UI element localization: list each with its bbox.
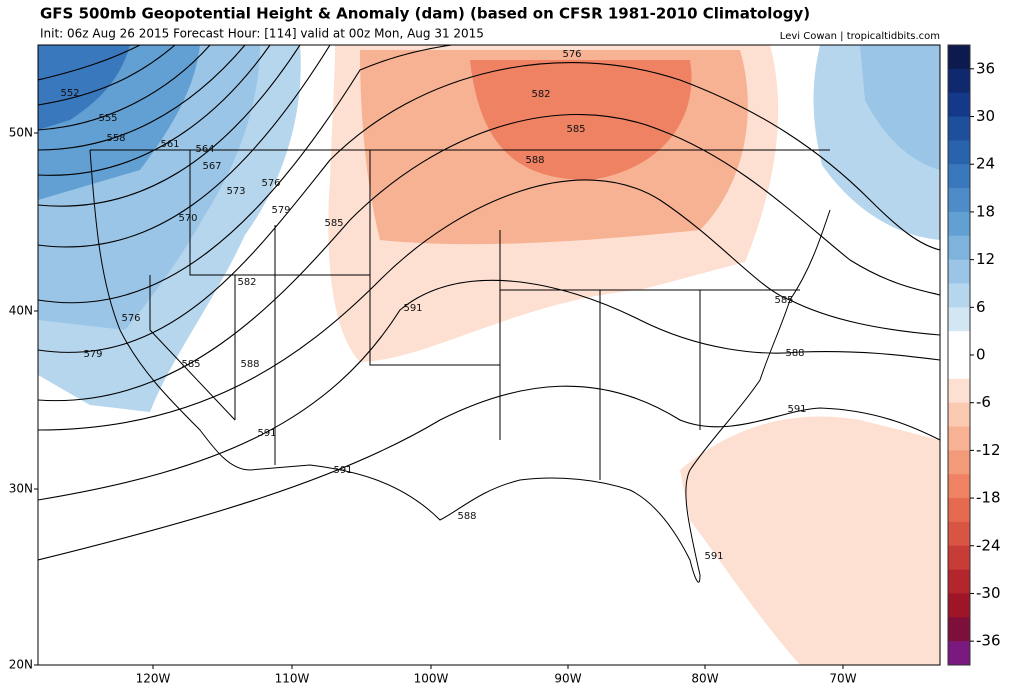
colorbar-label: 36 — [976, 59, 995, 77]
map-frame — [37, 44, 941, 666]
colorbar-label: 18 — [976, 202, 995, 220]
contour-label: 564 — [195, 144, 214, 155]
lon-label: 80W — [691, 672, 718, 686]
colorbar-bin — [948, 45, 970, 70]
colorbar-label: -12 — [976, 441, 1001, 459]
contour-label: 591 — [403, 303, 422, 314]
lon-label: 90W — [554, 672, 581, 686]
colorbar-bin — [948, 545, 970, 571]
contour-label: 582 — [237, 277, 256, 288]
lon-label: 70W — [829, 672, 856, 686]
contour-label: 579 — [83, 349, 102, 360]
colorbar-label: -18 — [976, 489, 1001, 507]
colorbar-bin — [948, 426, 970, 451]
colorbar-label: 6 — [976, 298, 986, 316]
lat-label: 50N — [9, 126, 33, 140]
contour-label: 576 — [261, 178, 280, 189]
colorbar-bin — [948, 331, 970, 356]
colorbar-bin — [948, 474, 970, 499]
colorbar-bin — [948, 402, 970, 428]
colorbar-label: 24 — [976, 155, 995, 173]
colorbar-bin — [948, 617, 970, 642]
contour-label: 558 — [106, 133, 125, 144]
colorbar: 36 30 24 18 12 6 0 -6 -12 -18 -24 -30 -36 — [947, 44, 1001, 666]
colorbar-bin — [948, 355, 970, 380]
contour-label: 576 — [562, 49, 581, 60]
colorbar-bin — [948, 569, 970, 594]
colorbar-bin — [948, 498, 970, 523]
credit: Levi Cowan | tropicaltidbits.com — [780, 31, 940, 42]
subtitle: Init: 06z Aug 26 2015 Forecast Hour: [11… — [40, 27, 484, 41]
contour-label: 585 — [566, 124, 585, 135]
colorbar-label: 0 — [976, 346, 986, 364]
lat-label: 30N — [9, 482, 33, 496]
lon-label: 110W — [275, 672, 310, 686]
contour-label: 561 — [160, 139, 179, 150]
contour-label: 588 — [240, 359, 259, 370]
contour-label: 585 — [181, 359, 200, 370]
colorbar-bin — [948, 140, 970, 165]
colorbar-bin — [948, 593, 970, 618]
contour-label: 585 — [774, 295, 793, 306]
contour-label: 588 — [785, 348, 804, 359]
colorbar-label: -6 — [976, 393, 991, 411]
colorbar-bin — [948, 164, 970, 189]
contour-label: 588 — [457, 511, 476, 522]
colorbar-label: -36 — [976, 632, 1001, 650]
anomaly-positive — [680, 416, 940, 665]
colorbar-label: -24 — [976, 536, 1001, 554]
colorbar-bin — [948, 641, 970, 666]
coastlines-borders — [89, 149, 831, 583]
lon-label: 100W — [414, 672, 449, 686]
colorbar-bin — [948, 211, 970, 237]
contour-label: 588 — [525, 155, 544, 166]
colorbar-bin — [948, 188, 970, 213]
contour-label: 570 — [178, 213, 197, 224]
contour-label: 585 — [324, 218, 343, 229]
contour-label: 591 — [787, 404, 806, 415]
contour-label: 573 — [226, 186, 245, 197]
map: 50N 40N 30N 20N 120W 110W 100W 90W 80W 70W 552 555 5… — [9, 44, 941, 686]
contour-label: 591 — [704, 551, 723, 562]
contour-label: 567 — [202, 161, 221, 172]
contour-label: 591 — [257, 428, 276, 439]
colorbar-label: 30 — [976, 107, 995, 125]
colorbar-label: 12 — [976, 250, 995, 268]
colorbar-bin — [948, 450, 970, 475]
colorbar-bin — [948, 116, 970, 141]
colorbar-bin — [948, 307, 970, 332]
colorbar-bin — [948, 68, 970, 94]
anomaly-negative — [860, 45, 940, 170]
colorbar-bin — [948, 92, 970, 118]
lon-label: 120W — [136, 672, 171, 686]
colorbar-bin — [948, 378, 970, 404]
colorbar-bin — [948, 235, 970, 261]
height-contours — [38, 45, 940, 561]
colorbar-bin — [948, 283, 970, 308]
colorbar-bin — [948, 521, 970, 547]
colorbar-label: -30 — [976, 584, 1001, 602]
contour-label: 579 — [271, 205, 290, 216]
contour-label: 582 — [531, 89, 550, 100]
contour-label: 591 — [333, 465, 352, 476]
lat-label: 40N — [9, 304, 33, 318]
title: GFS 500mb Geopotential Height & Anomaly … — [40, 5, 810, 23]
colorbar-bin — [948, 259, 970, 284]
contour-label: 552 — [60, 88, 79, 99]
anomaly-negative — [38, 45, 130, 130]
lat-label: 20N — [9, 658, 33, 672]
contour-label: 576 — [121, 313, 140, 324]
contour-label: 555 — [98, 113, 117, 124]
